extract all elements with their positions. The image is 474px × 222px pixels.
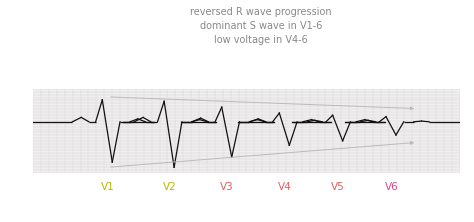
Text: V5: V5 (331, 182, 345, 192)
Text: V3: V3 (220, 182, 234, 192)
Text: V4: V4 (278, 182, 292, 192)
Text: V6: V6 (384, 182, 399, 192)
Text: reversed R wave progression
dominant S wave in V1-6
low voltage in V4-6: reversed R wave progression dominant S w… (190, 7, 331, 45)
Text: V2: V2 (163, 182, 177, 192)
Text: V1: V1 (101, 182, 115, 192)
